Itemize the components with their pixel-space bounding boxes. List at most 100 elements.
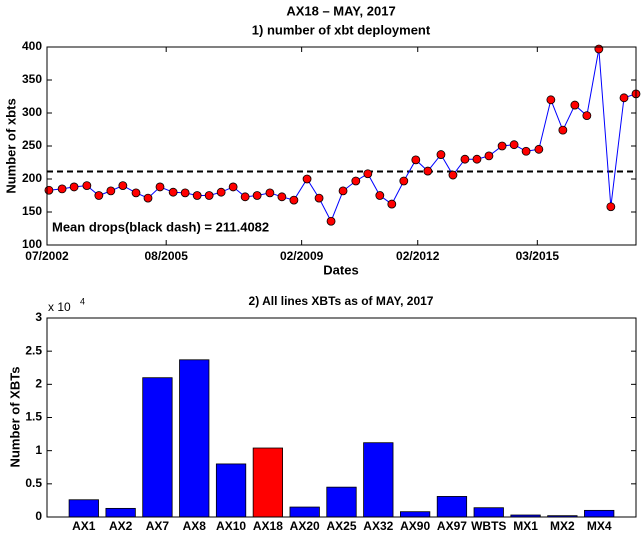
bar <box>105 507 136 518</box>
chart-title: AX18 – MAY, 2017 <box>286 3 395 18</box>
data-point <box>302 174 312 184</box>
x-tick-label: AX97 <box>437 519 467 533</box>
x-tick-label: AX25 <box>326 519 356 533</box>
data-point <box>521 146 531 156</box>
bar <box>289 506 320 518</box>
data-point <box>228 182 238 192</box>
chart-subtitle: 1) number of xbt deployment <box>252 22 431 37</box>
data-point <box>168 187 178 197</box>
bar <box>252 447 283 518</box>
y-tick-label: 150 <box>22 204 42 218</box>
data-point <box>155 182 165 192</box>
data-point <box>240 192 250 202</box>
data-point <box>351 176 361 186</box>
data-point <box>411 155 421 165</box>
x-tick-label: AX20 <box>290 519 320 533</box>
data-point <box>82 181 92 191</box>
data-point <box>534 144 544 154</box>
data-point <box>570 100 580 110</box>
data-point <box>448 170 458 180</box>
bar <box>584 509 615 518</box>
bar <box>326 486 357 518</box>
bar <box>399 511 431 518</box>
y-tick-label: 250 <box>22 138 42 152</box>
data-point <box>106 186 116 196</box>
data-point <box>582 111 592 121</box>
data-point <box>143 193 153 203</box>
x-tick-label: 08/2005 <box>144 249 188 263</box>
y-tick-label: 300 <box>22 105 42 119</box>
data-point <box>314 193 324 203</box>
data-point <box>375 191 385 200</box>
data-point <box>216 187 226 197</box>
x-tick-label: AX90 <box>400 519 430 533</box>
x-tick-label: MX4 <box>587 519 612 533</box>
bar <box>179 359 210 518</box>
y-tick-label: 350 <box>22 72 42 86</box>
data-point <box>497 141 507 151</box>
x-tick-label: AX7 <box>146 519 170 533</box>
data-point <box>619 93 629 103</box>
data-point <box>252 191 262 200</box>
y-multiplier-exponent: 4 <box>80 296 85 306</box>
x-tick-label: 02/2012 <box>396 249 440 263</box>
y-tick-label: 3 <box>35 310 42 324</box>
data-point <box>289 195 299 205</box>
data-point <box>277 192 287 202</box>
x-tick-label: MX2 <box>550 519 575 533</box>
x-tick-label: AX1 <box>72 519 96 533</box>
data-point <box>192 191 202 200</box>
x-tick-label: AX32 <box>363 519 393 533</box>
y-axis-label: Number of XBTs <box>7 367 22 468</box>
bar <box>436 496 468 518</box>
data-point <box>509 140 519 150</box>
data-point <box>131 188 141 198</box>
bar <box>142 377 173 518</box>
data-point <box>558 125 568 135</box>
data-point <box>436 150 446 159</box>
data-point <box>594 44 604 54</box>
data-point <box>326 216 336 226</box>
x-tick-label: AX8 <box>183 519 207 533</box>
y-tick-label: 2 <box>35 377 42 391</box>
y-tick-label: 1 <box>35 443 42 457</box>
axes-frame <box>46 317 637 518</box>
data-point <box>546 95 556 105</box>
bar <box>363 442 394 518</box>
x-tick-label: 03/2015 <box>516 249 560 263</box>
bar <box>215 463 247 518</box>
y-multiplier: x 10 <box>48 300 71 314</box>
data-point <box>94 191 104 200</box>
axes-frame <box>46 46 637 246</box>
data-point <box>204 191 214 200</box>
chart-title: 2) All lines XBTs as of MAY, 2017 <box>249 294 434 308</box>
x-tick-label: 07/2002 <box>25 249 69 263</box>
data-point <box>399 176 409 186</box>
data-point <box>265 188 275 198</box>
annotation: Mean drops(black dash) = 211.4082 <box>52 219 269 234</box>
y-tick-label: 2.5 <box>25 343 42 357</box>
bar <box>68 499 99 518</box>
x-tick-label: MX1 <box>513 519 538 533</box>
data-point <box>606 202 616 212</box>
data-point <box>118 181 128 191</box>
data-point <box>57 184 67 194</box>
x-tick-label: AX2 <box>109 519 133 533</box>
data-point <box>69 182 79 192</box>
y-tick-label: 100 <box>22 237 42 251</box>
data-point <box>472 154 482 164</box>
y-tick-label: 400 <box>22 39 42 53</box>
x-tick-label: 02/2009 <box>280 249 324 263</box>
data-point <box>460 154 470 164</box>
y-tick-label: 0.5 <box>25 476 42 490</box>
y-tick-label: 0 <box>35 509 42 523</box>
data-point <box>484 151 494 161</box>
y-tick-label: 200 <box>22 171 42 185</box>
data-point <box>423 166 433 176</box>
data-point <box>180 188 190 198</box>
bar <box>473 507 504 518</box>
data-point <box>338 186 348 196</box>
data-point <box>363 169 373 179</box>
